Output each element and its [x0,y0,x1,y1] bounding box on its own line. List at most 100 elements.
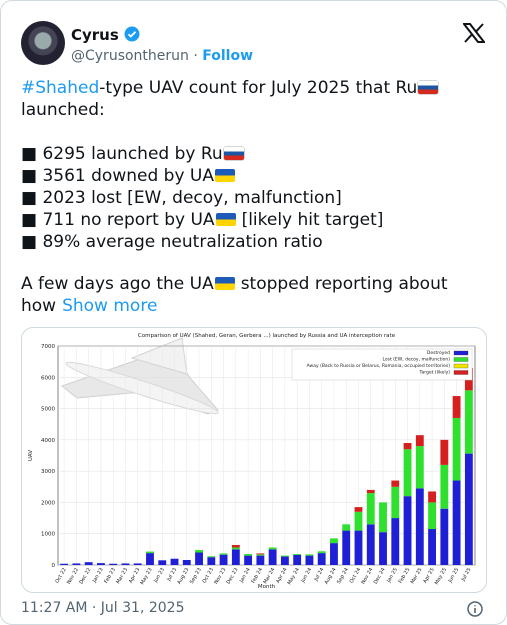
bar-segment [293,554,302,555]
x-logo[interactable] [463,23,485,43]
y-tick-label: 6000 [41,375,55,381]
bar-segment [231,549,240,565]
show-more-link[interactable]: Show more [62,296,158,316]
x-tick-label: Mar 24 [262,567,276,585]
bar-segment [342,530,351,565]
bar-segment [231,547,240,550]
y-axis-label: UAV [28,450,34,461]
hashtag[interactable]: #Shahed [21,78,100,98]
x-tick-label: Dec 24 [373,567,387,585]
author-handle: @Cyrusontherun · Follow [71,48,253,64]
bar-segment [403,442,412,450]
follow-button[interactable]: Follow [202,48,254,64]
flag-ru [223,147,244,160]
legend-label: Lost (EW, decoy, malfunction) [382,357,450,363]
bar-segment [170,558,179,565]
bar-segment [256,554,265,556]
text-line: launched: [21,100,105,120]
timestamp[interactable]: 11:27 AM · Jul 31, 2025 [21,600,185,616]
bar-segment [121,563,130,565]
x-tick-label: Sep 23 [189,567,203,585]
handle-text[interactable]: @Cyrusontherun [71,48,189,64]
bar-segment [403,449,412,497]
flag-ua [214,277,235,290]
bar-segment [452,417,461,481]
bullet: ■ 711 no report by UA [21,210,215,230]
bar-segment [305,555,314,565]
bar-segment [428,529,436,565]
bar-segment [415,435,424,447]
bar-segment [268,547,277,550]
bar-segment [464,453,473,565]
text-line: how Show more [21,295,157,317]
text: stopped reporting about [240,274,448,294]
y-tick-label: 2000 [41,500,55,506]
x-tick-label: May 23 [139,567,153,586]
legend-label: Away (Back to Russia or Belarus, Romania… [307,363,451,369]
bar-segment [391,486,400,519]
bullet: ■ 89% average neutralization ratio [21,232,323,252]
bar-segment [342,524,351,531]
legend-swatch [453,350,469,356]
info-icon[interactable] [467,601,483,617]
bar-segment [207,556,216,558]
bar-segment [440,439,449,465]
bar-segment [415,488,424,565]
bar-segment [415,446,424,489]
bar-segment [158,560,167,565]
bar-segment [268,549,277,565]
author-name-text[interactable]: Cyrus [71,26,119,44]
legend-swatch [453,363,469,369]
x-tick-label: Mar 23 [115,567,129,585]
bar-segment [256,553,265,555]
y-tick-label: 0 [52,563,56,569]
bar-segment [317,551,326,554]
y-tick-label: 3000 [41,469,55,475]
text-line: ■ 6295 launched by Ru [21,143,244,165]
bar-segment [366,493,375,525]
bar-segment [256,555,265,565]
y-tick-label: 7000 [41,344,55,350]
bar-segment [354,507,363,512]
x-tick-label: Jun 24 [300,567,314,585]
y-tick-label: 5000 [41,407,55,413]
flag-ru [418,81,439,94]
bar-segment [366,524,375,565]
bar-segment [317,553,326,565]
bar-segment [391,518,400,565]
bar-segment [379,502,387,533]
bar-segment [305,554,314,556]
bar-segment [440,464,449,509]
bar-segment [97,563,105,565]
bar-segment [146,553,154,565]
text: [likely hit target] [241,210,384,230]
avatar[interactable] [21,21,65,65]
x-tick-label: May 24 [287,567,301,586]
bullet: ■ 3561 downed by UA [21,166,214,186]
text: -type UAV count for July 2025 that Ru [99,78,418,98]
chart: Comparison of UAV (Shahed, Geran, Gerber… [28,333,476,590]
bar-segment [146,551,154,554]
bar-segment [391,480,400,487]
drone-image [60,337,219,415]
legend-label: Target (likely) [419,370,451,376]
bar-segment [354,511,363,531]
text-line: ■ 711 no report by UA [likely hit target] [21,209,383,231]
legend-swatch [453,370,469,375]
bar-segment [231,544,240,548]
bar-segment [428,502,436,530]
bar-segment [195,549,203,553]
bar-segment [280,556,289,565]
flag-ua [215,169,235,182]
media-image[interactable]: Comparison of UAV (Shahed, Geran, Gerber… [21,327,487,593]
text: A few days ago the UA [21,274,214,294]
text-line: ■ 3561 downed by UA [21,165,235,187]
bar-segment [207,557,216,565]
bar-segment [354,530,363,565]
author-name[interactable]: Cyrus [71,26,140,44]
bar-segment [219,553,228,555]
bar-segment [293,554,302,565]
legend-box [291,348,473,381]
